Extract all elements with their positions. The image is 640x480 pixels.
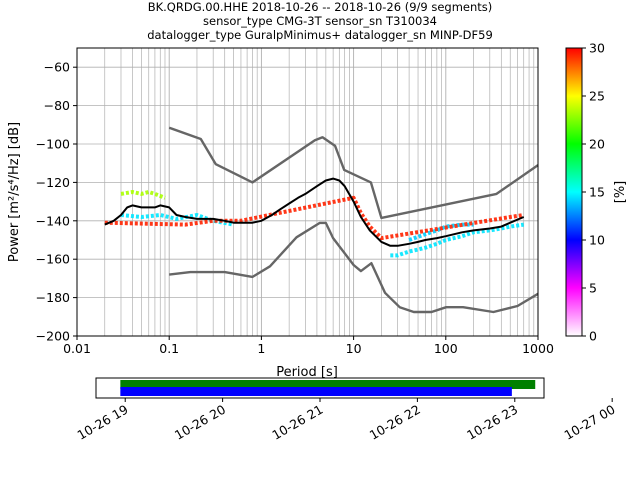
timeline-bar [120, 387, 512, 396]
timeline-chart: 10-26 19 10-26 20 10-26 21 10-26 22 10-26 23… [75, 377, 618, 443]
plot-frame [76, 47, 539, 337]
density-band-1 [120, 213, 234, 227]
y-axis-label: Power [m²/s⁴/Hz] [dB] [7, 122, 22, 262]
x-tick-label: 100 [434, 341, 458, 356]
x-tick-label: 0.01 [63, 341, 91, 356]
colorbar-tick-label: 25 [589, 89, 605, 104]
timeline-ticks: 10-26 19 10-26 20 10-26 21 10-26 22 10-26 23… [75, 398, 618, 443]
colorbar-tick-label: 0 [589, 329, 597, 344]
y-tick-label: −140 [36, 213, 70, 228]
noise-model-high-line [168, 126, 539, 220]
colorbar-tick-label: 10 [589, 233, 605, 248]
mean-line [104, 177, 525, 247]
x-axis-label: Period [s] [276, 365, 338, 380]
y-tick-label: −180 [36, 290, 70, 305]
density-band-4 [104, 195, 524, 241]
chart-lines [104, 126, 539, 314]
x-axis-ticks: 0.01 0.1 1 10 100 1000 [63, 336, 554, 356]
y-tick-label: −100 [36, 137, 70, 152]
timeline-tick-label: 10-27 00 [562, 402, 618, 443]
noise-model-low-line [169, 221, 539, 314]
colorbar-scale [565, 47, 583, 337]
colorbar-tick-label: 5 [589, 281, 597, 296]
title-line-3: datalogger_type GuralpMinimus+ datalogge… [147, 28, 493, 42]
timeline-bar [120, 380, 536, 389]
y-tick-label: −80 [44, 98, 70, 113]
timeline-tick-label: 10-26 22 [367, 402, 423, 443]
x-tick-label: 1 [257, 341, 265, 356]
colorbar-label: [%] [613, 181, 628, 204]
density-band-0 [120, 190, 166, 200]
title-line-2: sensor_type CMG-3T sensor_sn T310034 [203, 14, 437, 28]
y-tick-label: −120 [36, 175, 70, 190]
timeline-bars [120, 380, 536, 396]
x-tick-label: 0.1 [159, 341, 179, 356]
title-line-1: BK.QRDG.00.HHE 2018-10-26 -- 2018-10-26 … [147, 0, 493, 14]
x-tick-label: 10 [346, 341, 362, 356]
y-axis-ticks: −200 −180 −160 −140 −120 −100 −80 −60 [36, 60, 77, 344]
y-tick-label: −60 [44, 60, 70, 75]
colorbar-tick-label: 30 [589, 41, 605, 56]
colorbar-tick-label: 20 [589, 137, 605, 152]
timeline-tick-label: 10-26 23 [464, 402, 520, 443]
timeline-tick-label: 10-26 21 [269, 402, 325, 443]
density-bands [104, 190, 524, 258]
timeline-tick-label: 10-26 19 [75, 402, 131, 443]
timeline-tick-label: 10-26 20 [172, 402, 228, 443]
density-band-3 [408, 222, 474, 242]
colorbar-ticks: 0 5 10 15 20 25 30 [582, 41, 605, 344]
x-tick-label: 1000 [522, 341, 554, 356]
colorbar: 0 5 10 15 20 25 30 [%] [565, 41, 628, 344]
y-tick-label: −200 [36, 329, 70, 344]
colorbar-tick-label: 15 [589, 185, 605, 200]
y-tick-label: −160 [36, 252, 70, 267]
